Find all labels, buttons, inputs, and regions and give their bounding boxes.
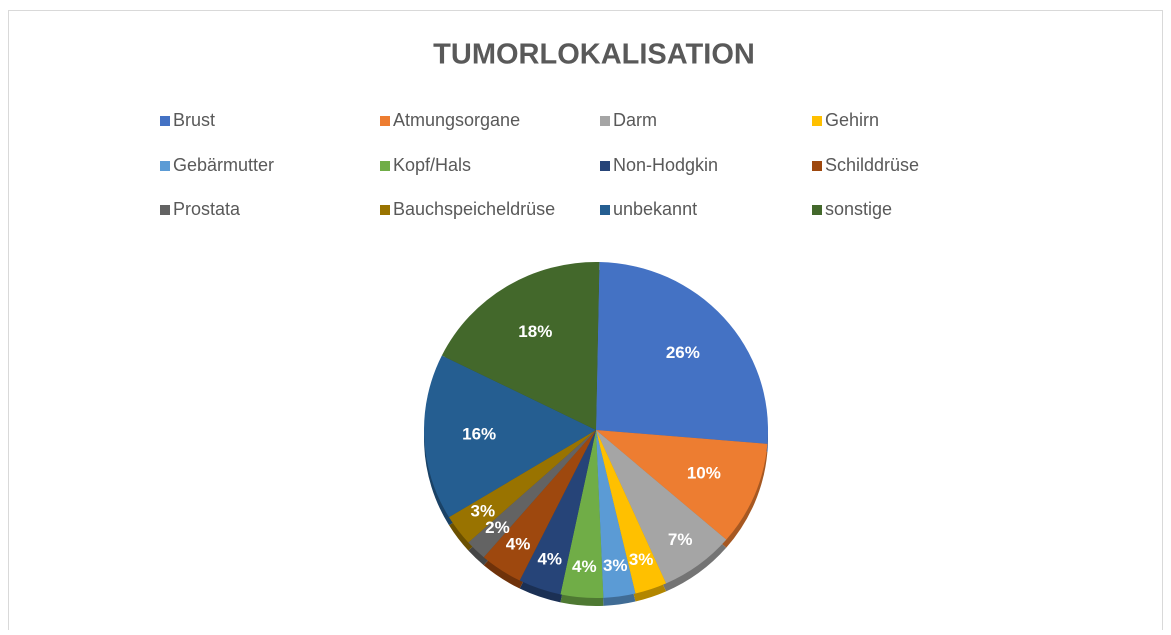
legend-label: Non-Hodgkin: [613, 155, 718, 175]
legend-label: Gebärmutter: [173, 155, 274, 175]
slice: [519, 430, 596, 595]
data-label: 4%: [506, 534, 531, 553]
legend-swatch: [600, 116, 610, 126]
chart-title: TUMORLOKALISATION: [433, 39, 755, 71]
data-label: 18%: [518, 322, 552, 341]
data-label: 4%: [537, 550, 562, 569]
legend-swatch: [380, 205, 390, 215]
data-label: 4%: [572, 557, 597, 576]
legend-swatch: [600, 205, 610, 215]
legend-label: Prostata: [173, 199, 241, 219]
slice: [448, 430, 596, 543]
slice: [560, 430, 604, 598]
legend-swatch: [812, 161, 822, 171]
legend-label: sonstige: [825, 199, 892, 219]
data-label: 10%: [687, 464, 721, 483]
slice: [483, 430, 596, 581]
legend-label: Darm: [613, 110, 657, 130]
legend-swatch: [160, 161, 170, 171]
legend-swatch: [600, 161, 610, 171]
legend-label: unbekannt: [613, 199, 697, 219]
data-label: 3%: [471, 502, 496, 521]
legend-swatch: [160, 205, 170, 215]
legend-swatch: [380, 116, 390, 126]
data-label: 3%: [603, 556, 628, 575]
slice: [596, 430, 636, 598]
data-label: 7%: [668, 530, 693, 549]
legend-swatch: [812, 116, 822, 126]
slice: [596, 430, 768, 540]
data-label: 26%: [666, 343, 700, 362]
slice: [468, 430, 596, 558]
legend-label: Brust: [173, 110, 215, 130]
legend-label: Bauchspeicheldrüse: [393, 199, 555, 219]
slice: [441, 262, 600, 430]
legend-label: Gehirn: [825, 110, 879, 130]
legend-label: Schilddrüse: [825, 155, 919, 175]
data-label: 2%: [485, 518, 510, 537]
legend-swatch: [380, 161, 390, 171]
legend-swatch: [812, 205, 822, 215]
data-label: 3%: [629, 550, 654, 569]
slice: [596, 430, 667, 594]
slice: [596, 430, 727, 584]
data-label: 16%: [462, 424, 496, 443]
slice: [424, 355, 596, 518]
legend-label: Kopf/Hals: [393, 155, 471, 175]
legend-label: Atmungsorgane: [393, 110, 520, 130]
slice: [596, 262, 768, 444]
legend-swatch: [160, 116, 170, 126]
